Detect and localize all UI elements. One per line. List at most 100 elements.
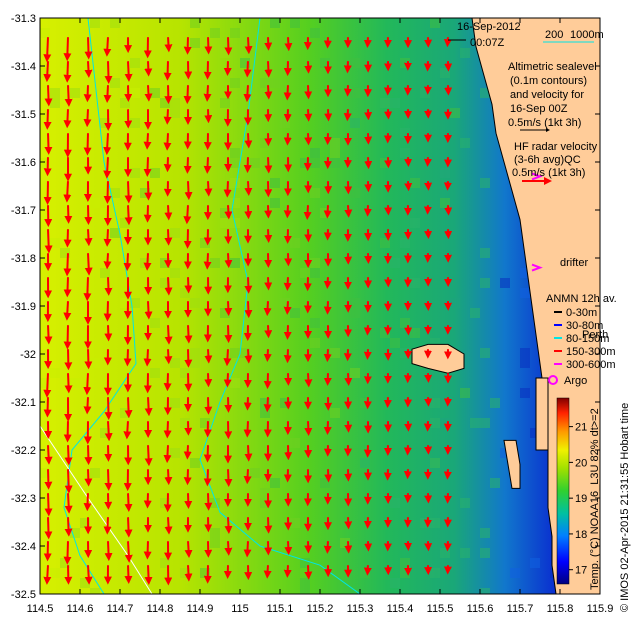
hf-vector bbox=[224, 517, 233, 534]
hf-vector bbox=[123, 421, 132, 440]
sst-pixel bbox=[200, 418, 210, 428]
altimetry-line-5: 0.5m/s (1kt 3h) bbox=[508, 117, 581, 129]
sst-pixel bbox=[340, 538, 350, 548]
sst-pixel bbox=[40, 158, 50, 168]
colorbar-label: Temp. (°C) NOAA16_L3U 82% dt>=2 bbox=[589, 408, 601, 590]
anmn-item-label: 0-30m bbox=[566, 307, 597, 319]
sst-pixel bbox=[210, 498, 220, 508]
hf-vector bbox=[124, 181, 133, 204]
hf-vector bbox=[183, 205, 192, 225]
sst-pixel bbox=[480, 348, 490, 358]
sst-pixel bbox=[490, 398, 500, 408]
sst-pixel bbox=[190, 348, 200, 358]
hf-vector bbox=[243, 469, 252, 485]
sst-pixel bbox=[320, 58, 330, 68]
sst-pixel bbox=[190, 38, 200, 48]
hf-vector bbox=[344, 373, 353, 386]
hf-vector bbox=[164, 469, 173, 486]
sst-pixel bbox=[350, 88, 360, 98]
y-tick-label: -31.8 bbox=[11, 253, 36, 265]
sst-pixel bbox=[290, 308, 300, 318]
sst-pixel bbox=[480, 548, 490, 558]
hf-vector bbox=[143, 133, 152, 150]
hf-vector bbox=[83, 277, 92, 302]
sst-pixel bbox=[170, 448, 180, 458]
hf-vector bbox=[143, 253, 152, 271]
hf-vector bbox=[124, 205, 133, 226]
hf-vector bbox=[64, 85, 73, 107]
hf-vector bbox=[104, 61, 113, 84]
hf-vector bbox=[103, 37, 112, 57]
y-tick-label: -31.5 bbox=[11, 109, 36, 121]
hf-vector bbox=[63, 253, 72, 277]
hf-vector bbox=[344, 205, 353, 218]
hf-vector bbox=[243, 541, 252, 558]
hf-vector bbox=[264, 157, 273, 174]
sst-pixel bbox=[40, 68, 50, 78]
hf-vector bbox=[103, 301, 112, 322]
hf-vector bbox=[63, 181, 72, 203]
sst-pixel bbox=[480, 278, 490, 288]
hf-vector bbox=[323, 277, 332, 289]
sst-pixel bbox=[240, 348, 250, 358]
sst-pixel bbox=[240, 58, 250, 68]
hf-vector bbox=[104, 277, 113, 296]
hf-vector bbox=[63, 229, 72, 248]
x-tick-label: 115.8 bbox=[547, 603, 574, 615]
hf-vector bbox=[263, 565, 272, 579]
hf-vector bbox=[83, 493, 92, 512]
hf-vector bbox=[104, 397, 113, 421]
colorbar bbox=[556, 397, 570, 585]
sst-pixel bbox=[50, 88, 60, 98]
sst-pixel bbox=[460, 498, 470, 508]
hf-vector bbox=[104, 541, 113, 562]
map-date: 16-Sep-2012 bbox=[457, 21, 521, 33]
hf-vector bbox=[143, 349, 152, 367]
sst-pixel bbox=[70, 378, 80, 388]
sst-pixel bbox=[210, 528, 220, 538]
colorbar-tick-label: 17 bbox=[575, 565, 587, 577]
sst-pixel bbox=[350, 368, 360, 378]
colorbar-tick-label: 20 bbox=[575, 457, 587, 469]
sst-pixel bbox=[390, 578, 400, 588]
sst-pixel bbox=[480, 178, 490, 188]
hf-vector bbox=[164, 37, 173, 53]
hf-vector bbox=[63, 61, 72, 83]
x-tick-label: 115.4 bbox=[387, 603, 414, 615]
altimetry-line-4: 16-Sep 00Z bbox=[510, 103, 568, 115]
sst-pixel bbox=[150, 318, 160, 328]
y-axis: -31.3 -31.4 -31.5 -31.6 -31.7 -31.8 -31.9 -32 -3… bbox=[11, 13, 600, 601]
hf-vector bbox=[44, 445, 53, 465]
hf-vector bbox=[104, 421, 113, 442]
sst-pixel bbox=[110, 18, 120, 28]
sst-pixel bbox=[390, 98, 400, 108]
sst-pixel bbox=[390, 498, 400, 508]
sst-pixel bbox=[410, 278, 420, 288]
hf-vector bbox=[224, 253, 233, 269]
hf-vector bbox=[143, 541, 152, 560]
hf-vector bbox=[244, 133, 253, 149]
sst-pixel bbox=[90, 18, 100, 28]
sst-pixel bbox=[90, 198, 100, 208]
hf-vector bbox=[164, 229, 173, 246]
hf-vector bbox=[184, 325, 193, 344]
hf-vector bbox=[124, 61, 133, 82]
sst-pixel bbox=[130, 58, 140, 68]
hf-vector bbox=[283, 205, 292, 219]
sst-pixel bbox=[400, 318, 410, 328]
sst-pixel bbox=[310, 318, 320, 328]
hf-vector bbox=[103, 517, 112, 535]
hf-vector bbox=[304, 421, 313, 436]
sst-pixel bbox=[280, 118, 290, 128]
hf-vector bbox=[204, 181, 213, 197]
sst-pixel bbox=[400, 148, 410, 158]
hf-vector bbox=[183, 445, 192, 460]
hf-vector bbox=[243, 421, 252, 438]
hf-vector bbox=[84, 61, 93, 78]
sst-pixel bbox=[110, 228, 120, 238]
hf-vector bbox=[164, 349, 173, 365]
hf-vector bbox=[244, 349, 253, 364]
hf-vector bbox=[83, 133, 92, 156]
sst-pixel bbox=[290, 18, 300, 28]
scale-bar-label-b: 1000m bbox=[570, 29, 604, 41]
